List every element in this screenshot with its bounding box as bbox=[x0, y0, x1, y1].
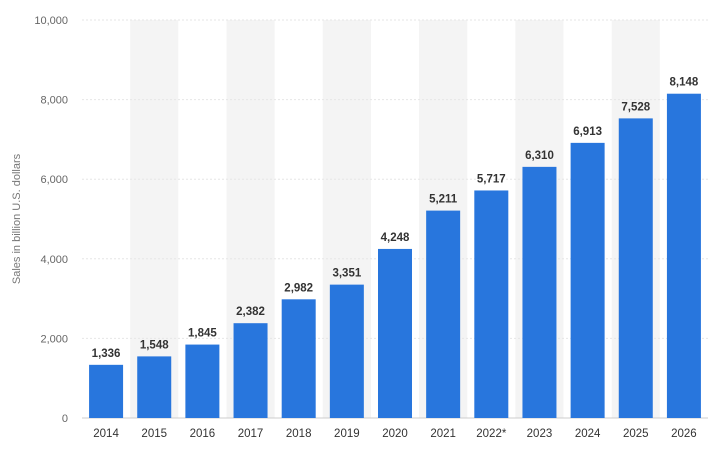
data-label: 8,148 bbox=[670, 77, 699, 89]
column-band bbox=[130, 20, 179, 418]
y-tick-label: 2,000 bbox=[40, 333, 68, 345]
bar[interactable] bbox=[281, 299, 316, 418]
bar[interactable] bbox=[378, 248, 412, 418]
bar[interactable] bbox=[522, 166, 557, 418]
x-tick-label: 2020 bbox=[382, 428, 408, 440]
data-label: 2,982 bbox=[284, 282, 313, 294]
bar[interactable] bbox=[426, 210, 461, 418]
x-tick-label: 2024 bbox=[575, 428, 601, 440]
data-label: 4,248 bbox=[381, 232, 410, 244]
data-labels: 1,336 1,548 1,845 2,382 2,982 3,351 4,248 5,211… bbox=[92, 77, 699, 360]
data-label: 6,310 bbox=[525, 150, 554, 162]
data-label: 3,351 bbox=[332, 268, 361, 280]
y-tick-label: 8,000 bbox=[40, 95, 68, 107]
x-tick-label: 2025 bbox=[623, 428, 649, 440]
bar[interactable] bbox=[233, 323, 268, 418]
bar[interactable] bbox=[666, 93, 701, 419]
x-axis-ticks: 2014 2015 2016 2017 2018 2019 2020 2021 2022* 202… bbox=[93, 428, 696, 440]
data-label: 1,548 bbox=[140, 339, 169, 351]
y-tick-label: 4,000 bbox=[40, 254, 68, 266]
x-tick-label: 2014 bbox=[93, 428, 119, 440]
data-label: 1,845 bbox=[188, 328, 217, 340]
x-tick-label: 2026 bbox=[671, 428, 697, 440]
data-label: 2,382 bbox=[236, 306, 265, 318]
x-tick-label: 2017 bbox=[238, 428, 264, 440]
data-label: 5,717 bbox=[477, 173, 506, 185]
bar[interactable] bbox=[137, 356, 172, 418]
bars bbox=[89, 93, 701, 419]
data-label: 1,336 bbox=[92, 348, 121, 360]
bar[interactable] bbox=[185, 344, 220, 418]
y-axis-title: Sales in billion U.S. dollars bbox=[11, 153, 23, 284]
data-label: 6,913 bbox=[573, 126, 602, 138]
bar[interactable] bbox=[329, 284, 364, 418]
x-tick-label: 2022* bbox=[476, 428, 507, 440]
x-tick-label: 2023 bbox=[527, 428, 553, 440]
bar[interactable] bbox=[618, 118, 653, 419]
x-tick-label: 2019 bbox=[334, 428, 360, 440]
x-tick-label: 2018 bbox=[286, 428, 312, 440]
y-tick-label: 0 bbox=[62, 413, 68, 425]
bar[interactable] bbox=[89, 364, 124, 418]
y-tick-label: 10,000 bbox=[34, 15, 68, 27]
y-axis-ticks: 0 2,000 4,000 6,000 8,000 10,000 bbox=[34, 15, 68, 425]
x-tick-label: 2016 bbox=[190, 428, 216, 440]
bar[interactable] bbox=[474, 190, 509, 418]
data-label: 5,211 bbox=[429, 194, 458, 206]
x-tick-label: 2021 bbox=[430, 428, 456, 440]
y-tick-label: 6,000 bbox=[40, 174, 68, 186]
data-label: 7,528 bbox=[621, 101, 650, 113]
bar[interactable] bbox=[570, 142, 605, 418]
x-tick-label: 2015 bbox=[141, 428, 167, 440]
